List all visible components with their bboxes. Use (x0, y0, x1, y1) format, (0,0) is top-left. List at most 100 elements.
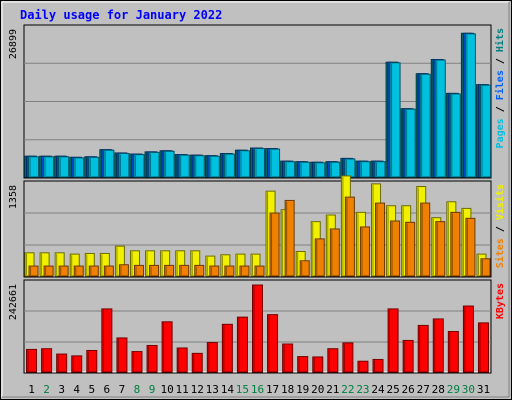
day-label-24: 24 (371, 383, 385, 396)
bar-kbytes-day-24 (372, 358, 384, 373)
day-label-13: 13 (206, 383, 219, 396)
bar-kbytes-day-8 (131, 351, 143, 373)
bar-kbytes-day-14 (221, 323, 233, 373)
bar-sites-day-8 (133, 264, 144, 277)
side-legend-part: / (495, 52, 506, 70)
bar-sites-day-15 (239, 265, 250, 277)
day-label-26: 26 (402, 383, 415, 396)
day-label-31: 31 (477, 383, 490, 396)
bar-kbytes-day-12 (191, 352, 203, 373)
bar-sites-day-22 (344, 196, 355, 277)
day-label-22: 22 (341, 383, 354, 396)
side-legend-part: Sites (494, 238, 506, 268)
bar-kbytes-day-7 (116, 337, 128, 373)
side-legend-part: Hits (494, 28, 506, 52)
bar-sites-day-31 (480, 258, 491, 277)
day-label-16: 16 (251, 383, 264, 396)
side-legend-part: Visits (494, 184, 506, 220)
bar-sites-day-13 (209, 265, 220, 277)
bar-kbytes-day-16 (252, 284, 263, 373)
bar-kbytes-day-21 (327, 348, 339, 373)
y-max-label: 1358 (8, 185, 19, 209)
bar-sites-day-14 (224, 265, 235, 277)
bar-pages-day-24 (374, 161, 386, 178)
panel-visits-sites: 1358 Sites / Visits (8, 175, 506, 278)
day-label-14: 14 (221, 383, 235, 396)
side-legend-part: / (495, 100, 506, 118)
bar-sites-day-3 (58, 265, 69, 277)
day-label-8: 8 (134, 383, 141, 396)
day-label-12: 12 (191, 383, 204, 396)
y-max-label: 26899 (8, 29, 19, 59)
bar-kbytes-day-15 (236, 316, 248, 373)
bar-pages-day-3 (58, 156, 70, 178)
bar-sites-day-25 (390, 220, 401, 277)
side-legend-part: KBytes (495, 283, 506, 319)
bar-pages-day-21 (329, 161, 341, 178)
day-label-28: 28 (432, 383, 445, 396)
x-axis-day-labels: 1 2 3 4 5 6 7 8 9 10 11 12 13 14 15 16 17 18 19 20 21 22 23 24 2… (28, 383, 490, 396)
day-label-15: 15 (236, 383, 249, 396)
day-label-3: 3 (58, 383, 65, 396)
chart-title: Daily usage for January 2022 (20, 8, 222, 22)
bar-sites-day-5 (88, 265, 99, 277)
bar-pages-day-30 (464, 33, 476, 178)
bar-pages-day-26 (404, 108, 416, 178)
bar-kbytes-day-4 (71, 355, 83, 373)
bar-pages-day-15 (238, 150, 250, 178)
side-legend: Pages / Files / Hits (494, 28, 506, 148)
bar-pages-day-12 (193, 155, 205, 178)
bar-kbytes-day-9 (146, 344, 158, 373)
day-label-5: 5 (88, 383, 95, 396)
day-label-27: 27 (417, 383, 430, 396)
bar-pages-day-25 (389, 62, 401, 178)
day-label-29: 29 (447, 383, 460, 396)
bar-kbytes-day-29 (447, 330, 459, 373)
day-label-21: 21 (326, 383, 339, 396)
bar-sites-day-17 (269, 212, 280, 277)
bar-kbytes-day-6 (101, 308, 113, 373)
bar-pages-day-11 (178, 154, 190, 178)
bar-kbytes-day-11 (176, 347, 188, 373)
bar-pages-day-18 (284, 161, 296, 178)
day-label-1: 1 (28, 383, 35, 396)
day-label-23: 23 (356, 383, 369, 396)
bar-kbytes-day-27 (417, 324, 429, 373)
bar-pages-day-17 (269, 148, 281, 178)
panel-kbytes: 242661 KBytes (8, 279, 506, 374)
bar-pages-day-4 (73, 157, 85, 178)
bar-pages-day-14 (223, 153, 235, 178)
bar-sites-day-7 (118, 264, 129, 277)
bar-kbytes-day-31 (477, 322, 489, 373)
day-label-9: 9 (149, 383, 156, 396)
day-label-7: 7 (119, 383, 126, 396)
bar-sites-day-29 (450, 211, 461, 277)
bar-sites-day-1 (28, 265, 39, 277)
bar-pages-day-2 (43, 156, 55, 178)
bar-sites-day-23 (359, 226, 370, 277)
bar-sites-day-16 (254, 265, 265, 277)
bar-kbytes-day-10 (161, 321, 173, 373)
bar-kbytes-day-5 (86, 349, 98, 373)
y-max-label: 242661 (8, 284, 19, 320)
bar-pages-day-7 (118, 153, 130, 178)
bar-sites-day-2 (43, 265, 54, 277)
bar-kbytes-day-25 (387, 308, 399, 373)
bar-kbytes-day-3 (56, 353, 68, 373)
bar-sites-day-12 (194, 264, 205, 277)
bar-sites-day-28 (435, 221, 446, 277)
bar-pages-day-1 (28, 156, 40, 178)
bar-sites-day-20 (314, 238, 325, 277)
side-legend-part: Files (494, 70, 506, 100)
day-label-30: 30 (462, 383, 475, 396)
bar-kbytes-day-26 (402, 339, 414, 373)
day-label-6: 6 (104, 383, 111, 396)
day-label-19: 19 (296, 383, 309, 396)
bar-kbytes-day-23 (357, 360, 369, 373)
day-label-2: 2 (43, 383, 50, 396)
bar-kbytes-day-17 (267, 314, 279, 373)
day-label-18: 18 (281, 383, 294, 396)
bar-sites-day-10 (164, 264, 175, 277)
bar-pages-day-5 (88, 156, 100, 178)
bar-pages-day-8 (133, 154, 145, 178)
